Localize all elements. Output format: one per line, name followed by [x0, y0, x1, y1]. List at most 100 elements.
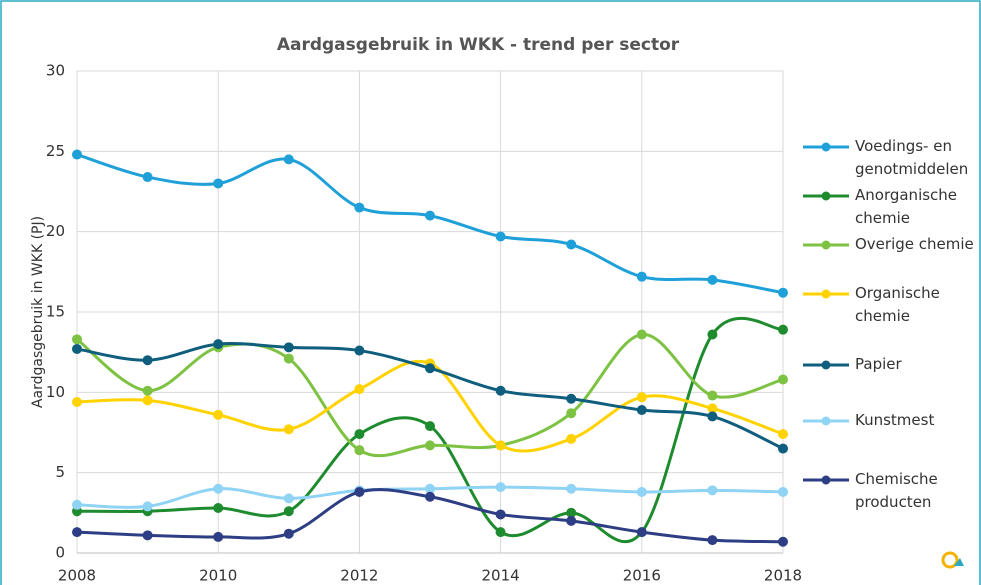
y-tick-label: 15 [46, 303, 65, 321]
point [283, 353, 294, 364]
legend-marker [821, 416, 831, 426]
point [213, 503, 224, 514]
x-tick-label: 2012 [340, 567, 378, 585]
point [283, 424, 294, 435]
point [72, 149, 82, 160]
point [142, 355, 153, 366]
point [425, 210, 435, 221]
point [72, 396, 82, 407]
point [778, 443, 788, 454]
x-tick-label: 2016 [623, 567, 661, 585]
point [283, 154, 294, 165]
point [778, 287, 788, 298]
point [283, 342, 294, 353]
y-tick-label: 5 [55, 463, 65, 481]
x-tick-label: 2010 [199, 567, 237, 585]
series-line [76, 153, 784, 295]
legend-marker [821, 475, 831, 485]
point [354, 486, 365, 497]
point [72, 499, 82, 510]
point [425, 483, 435, 494]
point [72, 334, 82, 345]
point [566, 507, 577, 518]
point [495, 440, 506, 451]
legend-label: Organische chemie [855, 284, 940, 325]
point [142, 385, 153, 396]
point [213, 531, 224, 542]
y-axis-label: Aardgasgebruik in WKK (PJ) [30, 216, 46, 408]
point [213, 339, 224, 350]
point [566, 483, 577, 494]
y-tick-label: 30 [46, 62, 65, 80]
point [636, 405, 647, 416]
chart-title: Aardgasgebruik in WKK - trend per sector [277, 35, 680, 55]
point [707, 535, 718, 546]
point [213, 483, 224, 494]
point [495, 482, 506, 493]
y-tick-label: 0 [55, 544, 65, 562]
point [707, 485, 718, 496]
point [354, 345, 365, 356]
point [425, 440, 435, 451]
point [707, 411, 718, 422]
point [213, 409, 224, 420]
point [566, 433, 577, 444]
legend-label: Voedings- en genotmiddelen [855, 137, 969, 178]
point [354, 384, 365, 395]
point [495, 527, 506, 538]
point [778, 429, 788, 440]
point [778, 536, 788, 547]
legend-label: Anorganische chemie [855, 186, 958, 227]
legend-marker [821, 360, 831, 370]
legend-marker [821, 289, 831, 299]
legend-label: Chemische producten [855, 470, 938, 511]
point [495, 385, 506, 396]
y-tick-label: 10 [46, 383, 65, 401]
point [566, 393, 577, 404]
point [425, 363, 435, 374]
point [142, 395, 153, 406]
legend-label: Overige chemie [855, 235, 974, 253]
point [707, 403, 718, 414]
point [354, 202, 365, 213]
point [283, 506, 294, 517]
point [707, 390, 718, 401]
point [495, 231, 506, 242]
point [142, 501, 153, 512]
point [142, 172, 153, 183]
point [354, 429, 365, 440]
point [72, 527, 82, 538]
legend-label: Papier [855, 355, 902, 373]
point [142, 530, 153, 541]
point [283, 493, 294, 504]
x-tick-label: 2018 [764, 567, 802, 585]
point [566, 408, 577, 419]
point [566, 239, 577, 250]
point [778, 324, 788, 335]
x-tick-label: 2014 [482, 567, 520, 585]
point [778, 486, 788, 497]
x-tick-label: 2008 [58, 567, 96, 585]
point [213, 178, 224, 189]
point [566, 515, 577, 526]
point [72, 343, 82, 354]
point [495, 509, 506, 520]
point [707, 274, 718, 285]
point [354, 445, 365, 456]
point [283, 528, 294, 539]
point [636, 527, 647, 538]
legend-marker [821, 191, 831, 201]
legend-marker [821, 240, 831, 250]
point [636, 392, 647, 403]
y-tick-label: 25 [46, 142, 65, 160]
point [636, 271, 647, 282]
point [707, 329, 718, 340]
point [425, 421, 435, 432]
legend-marker [821, 142, 831, 152]
point [636, 486, 647, 497]
logo [941, 551, 964, 569]
point [425, 491, 435, 502]
